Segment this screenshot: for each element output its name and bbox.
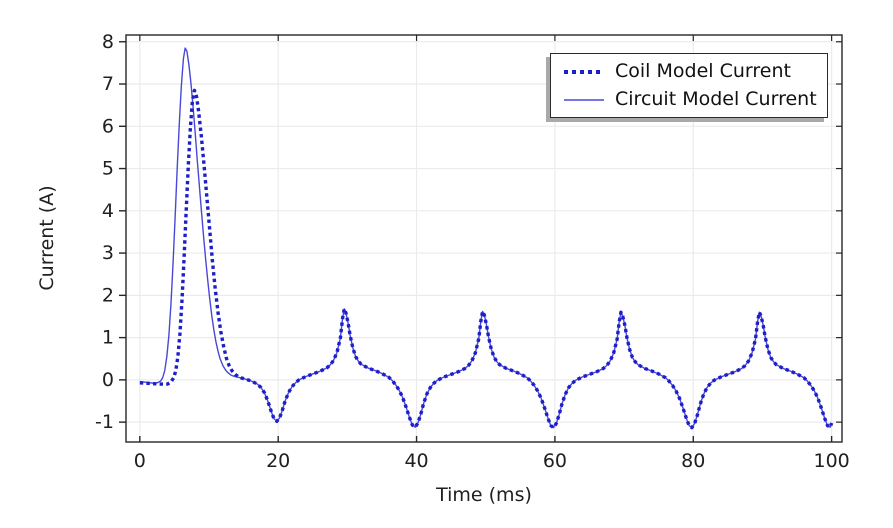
y-tick-label: 7: [102, 73, 114, 95]
data-series: [139, 47, 834, 430]
legend-entry-circuit: Circuit Model Current: [563, 86, 819, 114]
y-tick-label: -1: [95, 411, 114, 433]
y-axis-title: Current (A): [36, 185, 58, 290]
plot-frame: [125, 34, 843, 443]
y-tick-label: 1: [102, 327, 114, 349]
y-tick-label: 0: [102, 369, 114, 391]
y-tick-label: 3: [102, 242, 114, 264]
legend-entry-coil: Coil Model Current: [563, 58, 819, 86]
y-tick-label: 6: [102, 115, 114, 137]
x-tick-label: 80: [681, 450, 705, 472]
axes: [119, 34, 843, 443]
solid-line-sample-icon: [564, 98, 604, 101]
x-axis-title: Time (ms): [435, 484, 532, 506]
x-tick-label: 20: [266, 450, 290, 472]
y-tick-label: 5: [102, 158, 114, 180]
y-tick-label: 4: [102, 200, 114, 222]
x-tick-label: 100: [813, 450, 849, 472]
dotted-line-sample-icon: [564, 69, 604, 74]
coil-model-current-line: [139, 88, 834, 430]
legend-label-circuit: Circuit Model Current: [615, 88, 817, 110]
gridlines: [126, 35, 842, 442]
x-tick-label: 0: [134, 450, 146, 472]
x-tick-label: 60: [543, 450, 567, 472]
legend: Coil Model Current Circuit Model Current: [550, 53, 828, 118]
legend-label-coil: Coil Model Current: [615, 60, 791, 82]
x-tick-label: 40: [404, 450, 428, 472]
y-tick-label: 8: [102, 31, 114, 53]
y-tick-label: 2: [102, 284, 114, 306]
